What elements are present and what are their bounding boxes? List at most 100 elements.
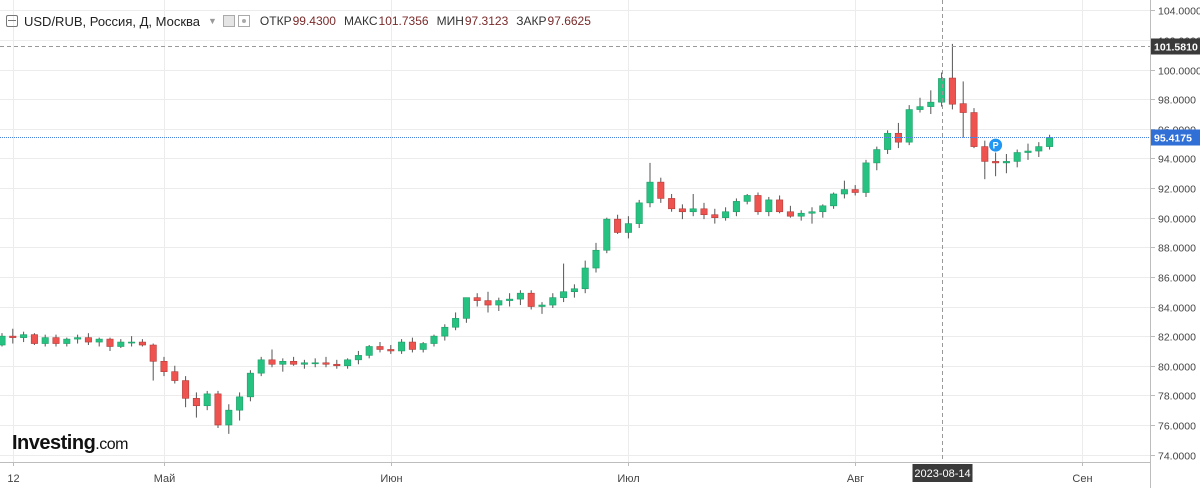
logo-main: Investing xyxy=(12,432,96,454)
y-tick-label: 90.0000 xyxy=(1158,214,1196,226)
settings-icon[interactable] xyxy=(222,15,235,27)
crosshair-price-label: 101.5810 xyxy=(1154,42,1198,54)
candle-body xyxy=(182,380,190,399)
candle-body xyxy=(646,181,654,204)
candles xyxy=(0,43,1054,434)
candle-body xyxy=(948,77,956,105)
current-price-bg xyxy=(1151,129,1200,146)
candle-body xyxy=(0,335,6,346)
candle-body xyxy=(992,161,1000,164)
candle-body xyxy=(884,132,892,150)
candle-body xyxy=(473,297,481,301)
candle-body xyxy=(797,212,805,217)
close-label: ЗАКР xyxy=(516,14,547,28)
candle-body xyxy=(430,335,438,344)
candle-body xyxy=(614,218,622,233)
candle-body xyxy=(851,189,859,193)
crosshair-date-label: 2023-08-14 xyxy=(914,468,970,480)
candle-body xyxy=(300,362,308,365)
candle-body xyxy=(1013,152,1021,162)
candle-body xyxy=(722,211,730,218)
candle-body xyxy=(732,201,740,213)
candle-body xyxy=(516,292,524,300)
y-tick-label: 92.0000 xyxy=(1158,184,1196,196)
candle-body xyxy=(106,338,114,347)
candle-body xyxy=(970,112,978,147)
symbol-title: USD/RUB, Россия, Д, Москва xyxy=(24,13,200,29)
open-label: ОТКР xyxy=(259,14,292,28)
low-value: 97.3123 xyxy=(464,14,509,28)
candle-body xyxy=(117,341,125,347)
candle-body xyxy=(192,398,200,407)
high-value: 101.7356 xyxy=(378,14,429,28)
collapse-icon[interactable] xyxy=(6,15,18,27)
crosshair-date-bg xyxy=(912,464,973,482)
chevron-down-icon[interactable]: ▼ xyxy=(208,16,217,26)
y-tick-label: 100.0000 xyxy=(1158,66,1200,78)
candle-body xyxy=(668,198,676,210)
candle-body xyxy=(160,361,168,372)
candle-body xyxy=(52,337,60,344)
candle-body xyxy=(1002,161,1010,164)
candle-body xyxy=(765,199,773,213)
candle-body xyxy=(808,211,816,214)
candle-body xyxy=(171,371,179,381)
x-tick-label: 12 xyxy=(7,473,19,485)
candle-body xyxy=(786,211,794,217)
logo-suffix: .com xyxy=(95,436,128,453)
candle-body xyxy=(20,334,28,338)
y-tick-label: 74.0000 xyxy=(1158,451,1196,463)
candle-body xyxy=(862,162,870,193)
candle-body xyxy=(452,318,460,328)
chart-header: USD/RUB, Россия, Д, Москва ▼ ОТКР 99.430… xyxy=(6,8,599,34)
candle-body xyxy=(138,341,146,346)
candle-body xyxy=(311,362,319,365)
event-marker xyxy=(988,137,1004,153)
x-tick-label: Сен xyxy=(1072,473,1092,485)
candle-body xyxy=(63,338,71,344)
candle-body xyxy=(1046,137,1054,147)
candle-body xyxy=(74,337,82,340)
candle-body xyxy=(830,193,838,207)
candle-body xyxy=(84,337,92,343)
visibility-icon[interactable] xyxy=(237,15,250,27)
candle-body xyxy=(959,103,967,113)
candle-body xyxy=(689,208,697,213)
candle-body xyxy=(603,218,611,251)
candle-body xyxy=(387,349,395,352)
candle-body xyxy=(905,109,913,143)
y-tick-label: 80.0000 xyxy=(1158,362,1196,374)
candle-body xyxy=(927,101,935,107)
y-tick-label: 78.0000 xyxy=(1158,391,1196,403)
candle-body xyxy=(840,189,848,195)
candle-body xyxy=(279,361,287,365)
candle-body xyxy=(225,409,233,426)
crosshair-price-bg xyxy=(1151,38,1200,55)
event-marker-label: P xyxy=(993,141,999,151)
low-label: МИН xyxy=(436,14,464,28)
candle-body xyxy=(506,298,514,301)
candle-body xyxy=(398,341,406,352)
y-tick-label: 104.0000 xyxy=(1158,6,1200,18)
candle-body xyxy=(570,288,578,293)
candle-body xyxy=(268,359,276,365)
candle-body xyxy=(624,223,632,233)
candle-body xyxy=(214,393,222,426)
y-tick-label: 76.0000 xyxy=(1158,421,1196,433)
candle-body xyxy=(1024,150,1032,153)
candle-body xyxy=(592,249,600,269)
x-axis-labels: 12 Май Июн Июл Авг Сен xyxy=(7,473,1092,485)
candle-body xyxy=(354,355,362,361)
candle-body xyxy=(484,300,492,306)
candle-body xyxy=(700,208,708,216)
candle-body xyxy=(203,393,211,407)
x-tick-label: Июл xyxy=(617,473,639,485)
close-value: 97.6625 xyxy=(547,14,591,28)
candle-body xyxy=(408,341,416,350)
candle-body xyxy=(236,396,244,411)
y-tick-label: 88.0000 xyxy=(1158,243,1196,255)
candle-body xyxy=(95,338,103,343)
high-label: МАКС xyxy=(343,14,378,28)
